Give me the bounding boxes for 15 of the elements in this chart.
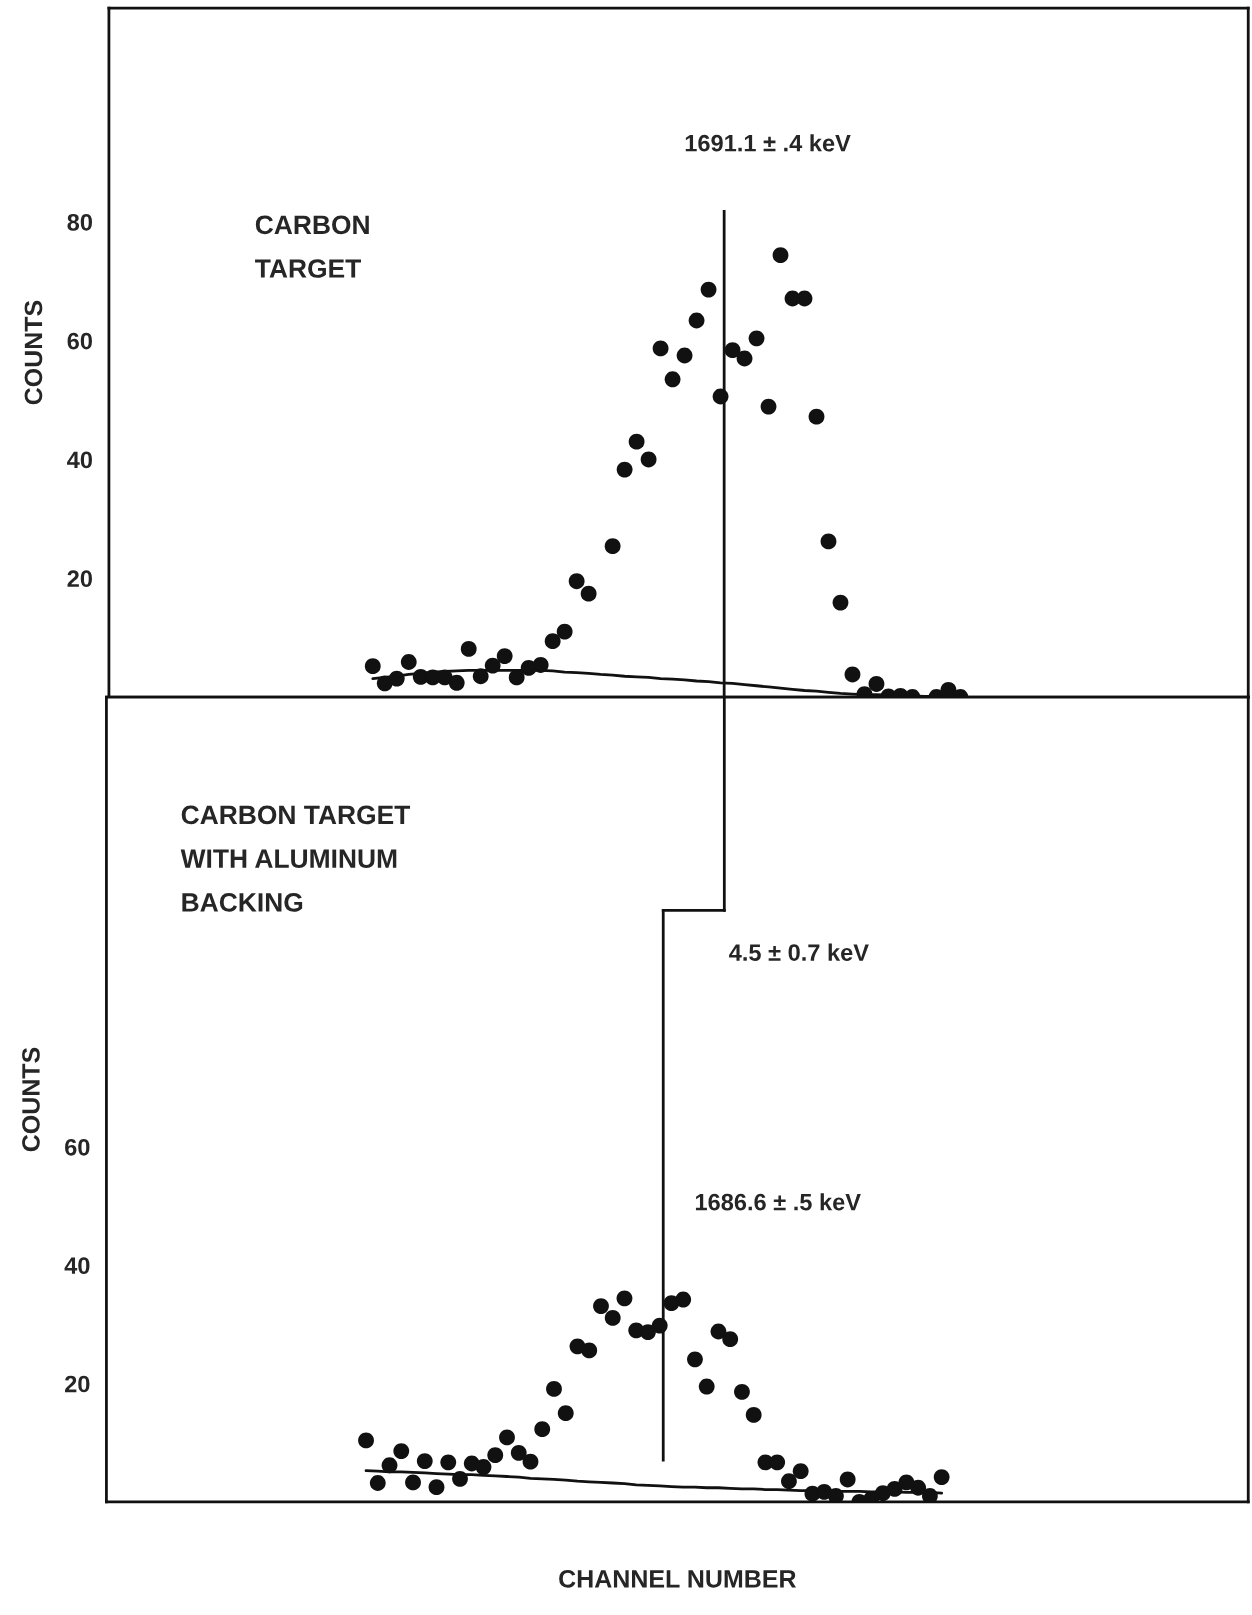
- y-tick-label: 40: [67, 451, 92, 469]
- y-tick-label: 40: [64, 1257, 90, 1274]
- y-axis-title: COUNTS: [24, 300, 43, 405]
- y-tick-label: 20: [65, 1375, 90, 1393]
- annotation: 1691.1 ± .4 keV: [685, 134, 851, 152]
- y-tick-label: 60: [65, 1138, 90, 1156]
- x-axis-title: CHANNEL NUMBER: [559, 1569, 797, 1588]
- y-axis-title: COUNTS: [22, 1047, 40, 1152]
- annotation: 4.5 ± 0.7 keV: [729, 943, 869, 961]
- text: CARBON TARGET: [255, 215, 369, 278]
- y-tick-label: 80: [67, 213, 92, 231]
- y-tick-label: 60: [67, 332, 92, 350]
- y-tick-label: 20: [67, 570, 92, 588]
- text: CARBON TARGET WITH ALUMINUM BACKING: [180, 805, 411, 912]
- annotation: 1686.6 ± .5 keV: [695, 1193, 861, 1211]
